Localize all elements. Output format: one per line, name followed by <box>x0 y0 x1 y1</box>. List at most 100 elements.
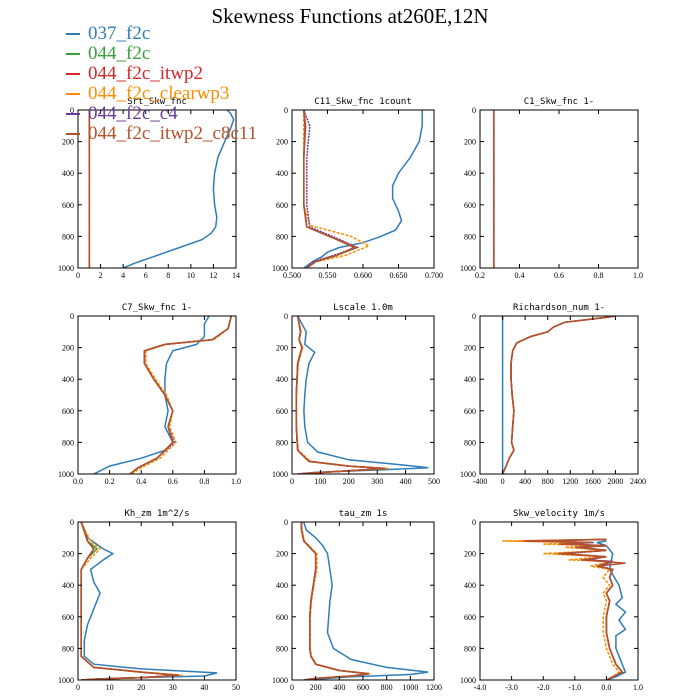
y-tick-label: 600 <box>276 201 288 210</box>
y-tick-label: 400 <box>464 581 476 590</box>
y-tick-label: 1000 <box>460 264 476 273</box>
series-line-037-f2c <box>297 316 429 474</box>
y-tick-label: 600 <box>276 613 288 622</box>
legend: 037_f2c 044_f2c 044_f2c_itwp2 044_f2c_clear… <box>66 24 257 144</box>
y-tick-label: 800 <box>276 232 288 241</box>
panel-frame <box>291 315 435 475</box>
x-tick-label: 1.0 <box>633 683 643 692</box>
series-line-044-f2c <box>129 316 233 474</box>
x-tick-label: 0.4 <box>515 271 525 280</box>
x-tick-label: 50 <box>232 683 240 692</box>
x-tick-label: 0 <box>501 477 505 486</box>
y-tick-label: 1000 <box>58 676 74 685</box>
x-tick-label: 400 <box>333 683 345 692</box>
x-tick-label: 0.2 <box>475 271 485 280</box>
x-tick-label: 0.6 <box>554 271 564 280</box>
panel-8: tau_zm 1s 0 200 400 600 800 1000 1200 0 200 400 600… <box>272 509 442 692</box>
y-tick-label: 200 <box>62 550 74 559</box>
series-line-044-f2c-itwp2-c8c11 <box>80 522 180 680</box>
series-line-037-f2c <box>303 522 429 680</box>
x-tick-label: 0.4 <box>136 477 146 486</box>
y-tick-label: 400 <box>464 169 476 178</box>
x-tick-label: 0.600 <box>354 271 372 280</box>
legend-item: 044_f2c_itwp2 <box>66 64 257 84</box>
x-tick-label: 0 <box>76 271 80 280</box>
series-line-044-f2c-itwp2-c8c11 <box>501 316 616 474</box>
x-tick-label: 30 <box>169 683 177 692</box>
legend-item: 044_f2c_c4 <box>66 104 257 124</box>
legend-item: 037_f2c <box>66 24 257 44</box>
y-tick-label: 200 <box>276 344 288 353</box>
panel-title: C11_Skw_fnc 1count <box>314 97 412 107</box>
series-line-044-f2c-c4 <box>303 110 360 268</box>
x-tick-label: 40 <box>200 683 208 692</box>
x-tick-label: -1.0 <box>568 683 581 692</box>
x-tick-label: 200 <box>310 683 322 692</box>
series-line-044-f2c-itwp2-c8c11 <box>295 316 386 474</box>
x-tick-label: 300 <box>371 477 383 486</box>
panel-frame <box>291 109 435 269</box>
series-line-044-f2c-clearwp3 <box>502 538 621 680</box>
legend-swatch <box>66 53 80 55</box>
series-line-037-f2c <box>122 110 235 268</box>
panel-title: Kh_zm 1m^2/s <box>124 509 189 519</box>
x-tick-label: 800 <box>381 683 393 692</box>
x-tick-label: 20 <box>137 683 145 692</box>
series-line-044-f2c-c4 <box>129 316 233 474</box>
x-tick-label: 1200 <box>562 477 578 486</box>
x-tick-label: 600 <box>357 683 369 692</box>
y-tick-label: 800 <box>464 644 476 653</box>
series-line-037-f2c <box>93 316 210 474</box>
legend-label: 044_f2c_itwp2 <box>88 63 204 84</box>
y-tick-label: 1000 <box>272 264 288 273</box>
x-tick-label: 0.650 <box>390 271 408 280</box>
y-tick-label: 800 <box>276 438 288 447</box>
series-line-044-f2c-itwp2-c8c11 <box>524 538 626 680</box>
panel-frame <box>77 109 237 269</box>
x-tick-label: 0.550 <box>319 271 337 280</box>
y-tick-label: 1000 <box>460 470 476 479</box>
panel-title: C7_Skw_fnc 1- <box>122 303 192 313</box>
x-tick-label: 2000 <box>607 477 623 486</box>
y-tick-label: 200 <box>464 138 476 147</box>
legend-swatch <box>66 93 80 95</box>
x-tick-label: -4.0 <box>474 683 487 692</box>
x-tick-label: 12 <box>209 271 217 280</box>
y-tick-label: 0 <box>472 312 476 321</box>
y-tick-label: 600 <box>276 407 288 416</box>
y-tick-label: 200 <box>62 344 74 353</box>
legend-item: 044_f2c_clearwp3 <box>66 84 257 104</box>
x-tick-label: 0 <box>290 477 294 486</box>
series-line-037-f2c <box>303 110 423 268</box>
x-tick-label: 1000 <box>402 683 418 692</box>
x-tick-label: 0 <box>76 683 80 692</box>
panel-title: tau_zm 1s <box>339 509 388 519</box>
figure-title: Skewness Functions at260E,12N <box>211 4 489 28</box>
x-tick-label: 1.0 <box>231 477 241 486</box>
x-tick-label: -3.0 <box>505 683 518 692</box>
y-tick-label: 0 <box>70 106 74 115</box>
x-tick-label: 10 <box>187 271 195 280</box>
y-tick-label: 200 <box>464 344 476 353</box>
legend-item: 044_f2c_itwp2_c8c11 <box>66 124 257 144</box>
series-line-044-f2c <box>501 316 616 474</box>
y-tick-label: 0 <box>284 518 288 527</box>
panel-frame <box>479 521 639 681</box>
y-tick-label: 800 <box>276 644 288 653</box>
y-tick-label: 200 <box>62 138 74 147</box>
panel-5: Lscale 1.0m 0 100 200 300 400 500 0 200 400 600 800… <box>272 303 440 486</box>
series-line-044-f2c-itwp2-c8c11 <box>300 522 369 680</box>
y-tick-label: 0 <box>70 312 74 321</box>
x-tick-label: 2 <box>99 271 103 280</box>
panel-2: C11_Skw_fnc 1count 0.500 0.550 0.600 0.650 0.… <box>272 97 443 280</box>
y-tick-label: 600 <box>62 613 74 622</box>
x-tick-label: 4 <box>121 271 125 280</box>
legend-item: 044_f2c <box>66 44 257 64</box>
y-tick-label: 0 <box>472 106 476 115</box>
legend-label: 037_f2c <box>88 23 151 44</box>
y-tick-label: 1000 <box>58 264 74 273</box>
series-line-044-f2c-itwp2-c8c11 <box>129 316 233 474</box>
panel-title: Lscale 1.0m <box>333 303 393 313</box>
x-tick-label: 400 <box>400 477 412 486</box>
